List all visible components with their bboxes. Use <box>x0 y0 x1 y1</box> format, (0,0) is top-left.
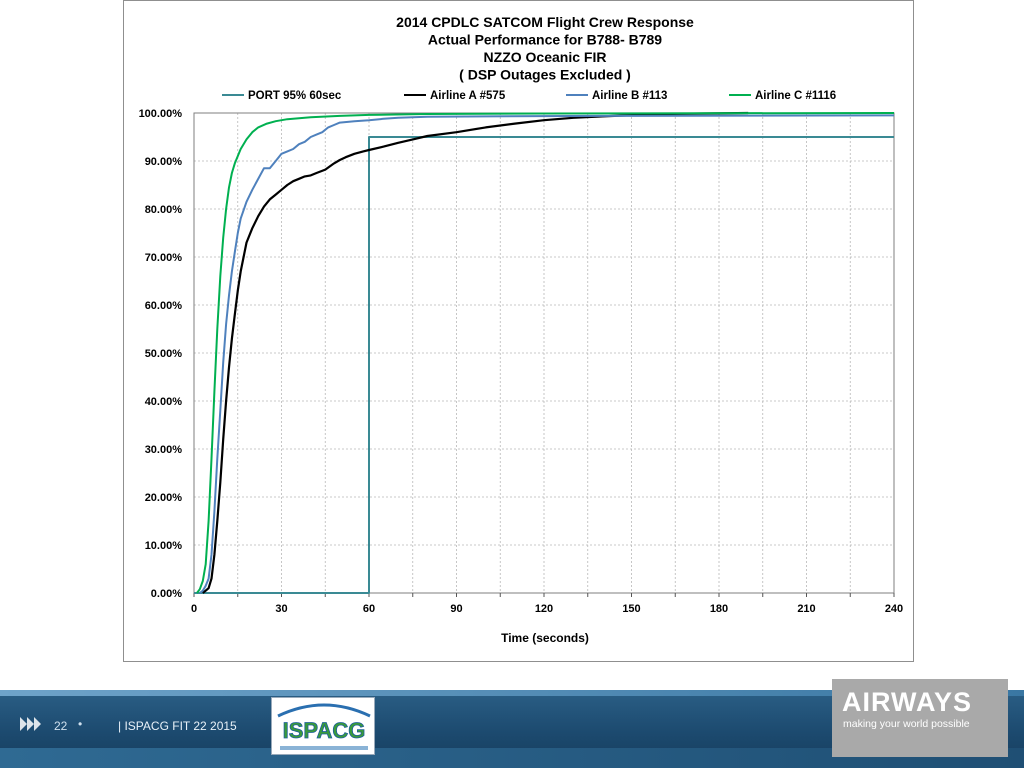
legend-label-4: Airline C #1116 <box>755 90 836 102</box>
airways-tagline: making your world possible <box>843 718 970 730</box>
y-tick-label: 80.00% <box>145 204 183 216</box>
y-tick-label: 30.00% <box>145 444 183 456</box>
x-tick-label: 210 <box>797 603 815 615</box>
x-tick-label: 0 <box>191 603 197 615</box>
chart-legend: PORT 95% 60sec Airline A #575 Airline B #1… <box>222 90 836 102</box>
footer-bottom-band <box>0 748 1024 768</box>
chart-title-line-4: ( DSP Outages Excluded ) <box>459 67 631 83</box>
x-axis-label: Time (seconds) <box>501 631 589 645</box>
footer-highlight-stripe <box>0 690 1024 696</box>
footer-bullet: • <box>78 717 83 731</box>
y-tick-label: 20.00% <box>145 492 183 504</box>
chart-title-line-3: NZZO Oceanic FIR <box>484 49 607 65</box>
chart-title-line-2: Actual Performance for B788- B789 <box>428 32 662 48</box>
x-tick-label: 180 <box>710 603 728 615</box>
airways-logo: AIRWAYS making your world possible <box>832 679 1008 757</box>
chart-title-line-1: 2014 CPDLC SATCOM Flight Crew Response <box>396 14 694 30</box>
x-tick-label: 240 <box>885 603 903 615</box>
ispacg-logo: ISPACG <box>271 697 375 755</box>
x-tick-label: 150 <box>622 603 640 615</box>
y-tick-label: 40.00% <box>145 396 183 408</box>
series-line-4 <box>196 112 895 594</box>
x-tick-label: 90 <box>450 603 462 615</box>
y-tick-label: 10.00% <box>145 540 183 552</box>
y-tick-label: 0.00% <box>151 588 182 600</box>
x-tick-label: 30 <box>275 603 287 615</box>
airways-brand-name: AIRWAYS <box>842 687 973 717</box>
legend-label-1: PORT 95% 60sec <box>248 90 342 102</box>
y-tick-label: 70.00% <box>145 252 183 264</box>
legend-label-2: Airline A #575 <box>430 90 506 102</box>
slide-number: 22 <box>54 719 68 733</box>
ispacg-logo-text: ISPACG <box>283 718 366 743</box>
series-line-3 <box>199 114 895 594</box>
chart-tick-labels: 0.00% 10.00% 20.00% 30.00% 40.00% 50.00% 60.00… <box>139 108 904 615</box>
y-tick-label: 90.00% <box>145 156 183 168</box>
chart: 2014 CPDLC SATCOM Flight Crew Response Ac… <box>139 14 904 645</box>
chart-series <box>194 111 895 594</box>
legend-label-3: Airline B #113 <box>592 90 667 102</box>
y-tick-label: 60.00% <box>145 300 183 312</box>
x-tick-label: 120 <box>535 603 553 615</box>
series-line-2 <box>202 111 749 594</box>
y-tick-label: 50.00% <box>145 348 183 360</box>
footer-text: | ISPACG FIT 22 2015 <box>118 719 237 733</box>
chart-gridlines <box>193 112 895 594</box>
x-tick-label: 60 <box>363 603 375 615</box>
series-line-1 <box>194 136 894 594</box>
chart-frame: 2014 CPDLC SATCOM Flight Crew Response Ac… <box>123 0 914 662</box>
double-chevron-right-icon <box>20 717 41 731</box>
chart-title: 2014 CPDLC SATCOM Flight Crew Response Ac… <box>396 14 694 83</box>
y-tick-label: 100.00% <box>139 108 183 120</box>
